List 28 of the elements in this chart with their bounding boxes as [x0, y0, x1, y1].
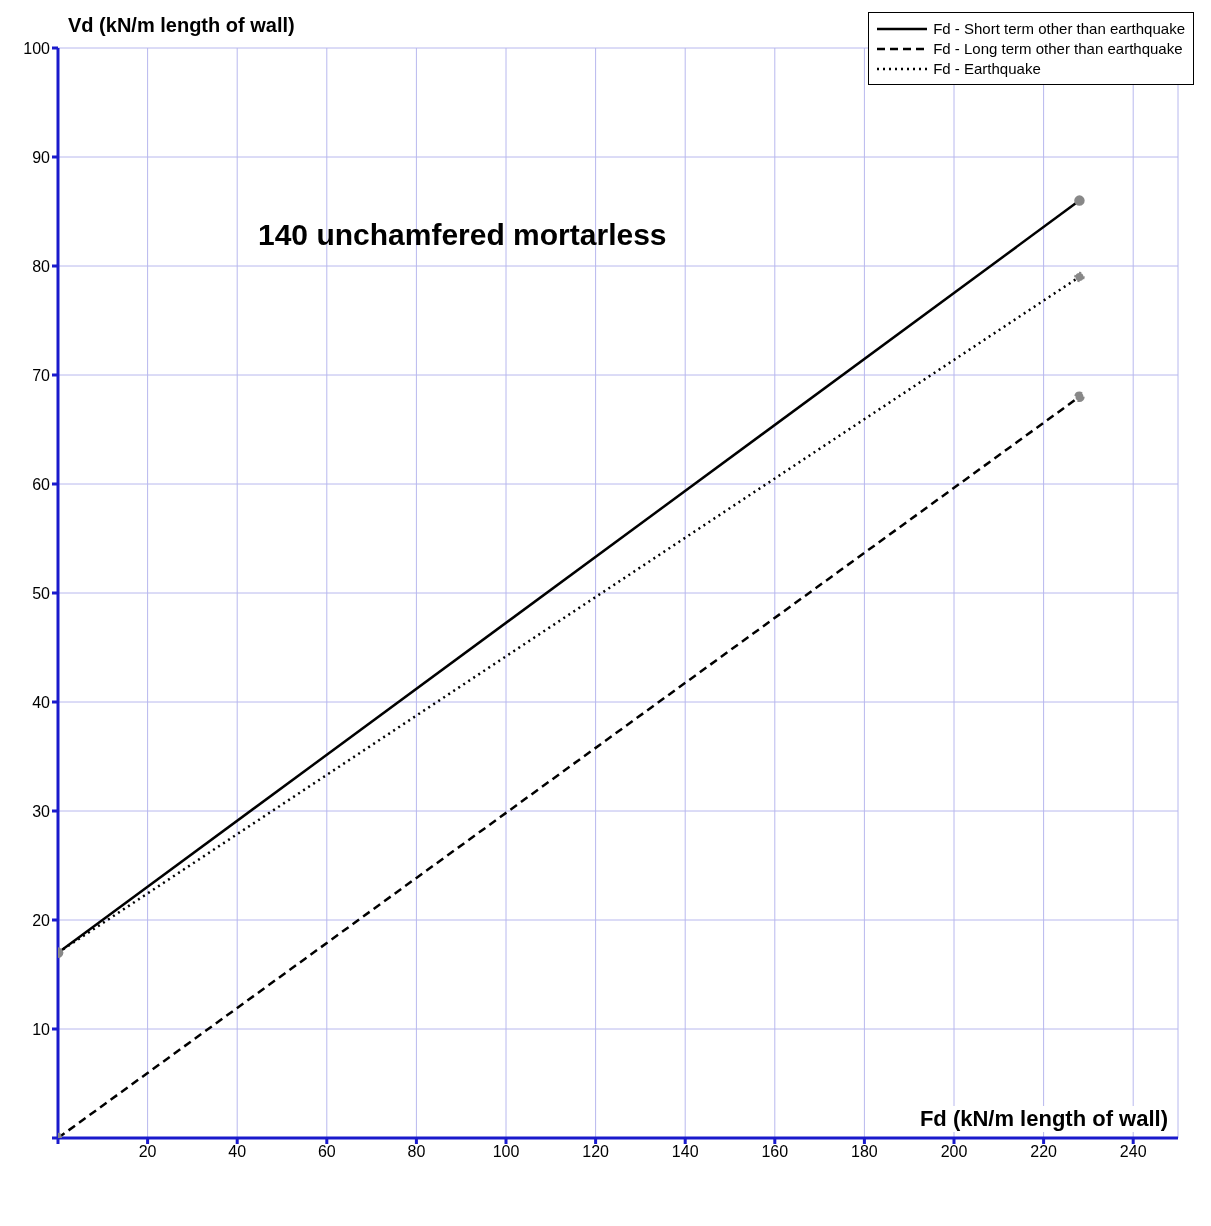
x-tick-label: 220 [1030, 1143, 1058, 1161]
y-tick-label: 100 [23, 39, 51, 57]
y-axis-title: Vd (kN/m length of wall) [68, 14, 295, 37]
y-tick-label: 60 [32, 475, 51, 493]
x-tick-label: 40 [228, 1143, 247, 1161]
x-tick-label: 60 [317, 1143, 336, 1161]
y-tick-label: 80 [32, 257, 51, 275]
legend-label: Fd - Long term other than earthquake [933, 40, 1183, 57]
y-tick-label: 20 [32, 911, 51, 929]
x-tick-label: 160 [761, 1143, 789, 1161]
x-tick-label: 120 [582, 1143, 610, 1161]
x-tick-label: 140 [671, 1143, 699, 1161]
legend-label: Fd - Short term other than earthquake [933, 20, 1185, 37]
x-tick-label: 180 [851, 1143, 878, 1161]
x-axis-title: Fd (kN/m length of wall) [919, 1106, 1168, 1132]
x-tick-label: 240 [1119, 1143, 1147, 1161]
x-tick-label: 100 [492, 1143, 520, 1161]
y-tick-label: 30 [32, 802, 51, 820]
x-tick-label: 20 [138, 1143, 157, 1161]
y-tick-label: 10 [32, 1020, 51, 1038]
y-tick-label: 90 [32, 148, 51, 166]
x-tick-label: 200 [940, 1143, 968, 1161]
y-tick-label: 40 [32, 693, 51, 711]
y-tick-label: 70 [32, 366, 51, 384]
x-tick-label: 80 [407, 1143, 426, 1161]
y-tick-label: 50 [32, 584, 51, 602]
legend-label: Fd - Earthquake [933, 60, 1041, 77]
annotation: 140 unchamfered mortarless [258, 218, 667, 252]
